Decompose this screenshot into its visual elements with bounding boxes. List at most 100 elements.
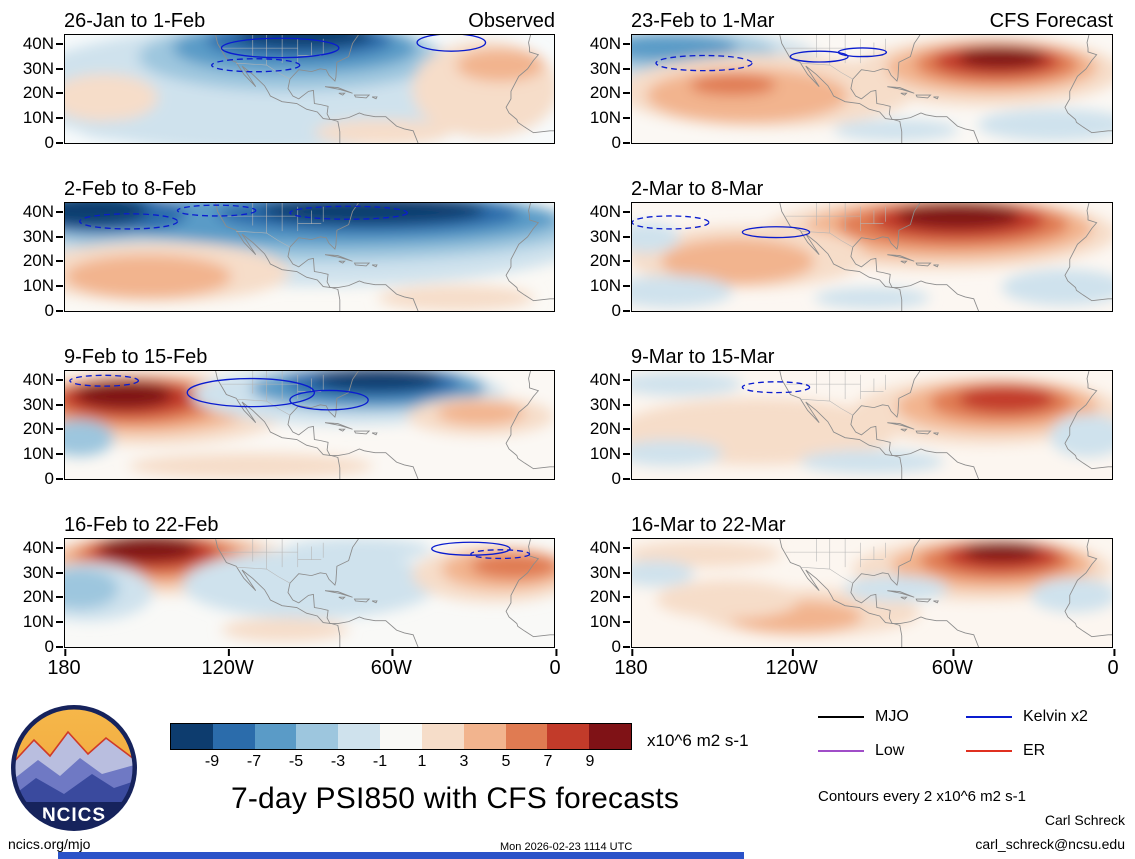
colorbar-cell [254,724,297,749]
colorbar-cell [505,724,548,749]
column-header: Observed [468,10,555,32]
logo-red-ridge [14,730,134,767]
legend-item-er: ER [966,742,1123,760]
y-tick-label: 0 [44,300,64,320]
y-axis-labels: 40N 30N 20N 10N 0 [569,369,631,488]
x-tick-label: 60W [931,649,973,679]
legend-label: Kelvin x2 [1023,708,1088,725]
x-tick-label: 180 [614,649,648,679]
y-tick-label: 0 [44,636,64,656]
colorbar-cell [547,724,590,749]
y-tick-label: 0 [611,468,631,488]
colorbar-units: x10^6 m2 s-1 [647,731,749,750]
y-tick-label: 40N [589,33,631,53]
colorbar-cell [421,724,464,749]
bottom-blue-bar [58,852,744,859]
map-panel: 16-Mar to 22-Mar 40N 30N 20N 10N 0 [569,512,1113,656]
anomaly-map [632,203,1112,311]
colorbar-tick-label: -5 [288,753,304,770]
x-tick-label: 120W [765,649,818,679]
panel-header: 2-Mar to 8-Mar [631,176,1113,202]
y-tick-label: 40N [22,201,64,221]
er-line [966,750,1012,752]
y-tick-label: 20N [589,251,631,271]
colorbar-cell [171,724,213,749]
y-tick-label: 30N [22,226,64,246]
colorbar-tick-label: -9 [204,753,220,770]
y-tick-label: 0 [44,468,64,488]
y-tick-label: 10N [589,108,631,128]
panel-title: 2-Mar to 8-Mar [631,178,764,200]
panel-body: 40N 30N 20N 10N 0 [569,537,1113,656]
y-axis-labels: 40N 30N 20N 10N 0 [2,34,64,152]
x-axis-forecast: 180 120W 60W 0 [569,649,1119,681]
panel-body: 40N 30N 20N 10N 0 [2,201,555,320]
y-tick-label: 10N [589,612,631,632]
map-area [631,538,1113,648]
panels-grid: 26-Jan to 1-Feb Observed 40N 30N 20N 10N 0 23-F… [2,8,1113,656]
panel-body: 40N 30N 20N 10N 0 [2,34,555,152]
contour-legend: MJO Kelvin x2 Low ER [818,708,1123,760]
x-tick-label: 0 [549,649,561,679]
x-axis-observed: 180 120W 60W 0 [2,649,561,681]
y-tick-label: 40N [22,369,64,389]
y-axis-labels: 40N 30N 20N 10N 0 [2,201,64,320]
panel-header: 2-Feb to 8-Feb [64,176,555,202]
y-tick-label: 40N [589,201,631,221]
map-panel: 16-Feb to 22-Feb 40N 30N 20N 10N 0 [2,512,555,656]
anomaly-map [65,539,554,647]
y-tick-label: 10N [22,444,64,464]
colorbar-labels: -9 -7 -5 -3 -1 1 3 5 7 9 [170,753,632,773]
column-header: CFS Forecast [989,10,1113,32]
y-tick-label: 10N [22,276,64,296]
y-tick-label: 40N [589,369,631,389]
x-tick-label: 120W [201,649,254,679]
x-tick-label: 180 [47,649,81,679]
panel-title: 9-Mar to 15-Mar [631,346,775,368]
y-tick-label: 40N [22,537,64,557]
timestamp: Mon 2026-02-23 1114 UTC [500,841,633,853]
panel-header: 26-Jan to 1-Feb Observed [64,8,555,34]
anomaly-map [632,539,1112,647]
y-tick-label: 0 [44,132,64,152]
panel-header: 9-Feb to 15-Feb [64,344,555,370]
map-area [64,202,555,312]
panel-title: 2-Feb to 8-Feb [64,178,197,200]
colorbar-tick-label: 7 [543,753,553,770]
author-credit: Carl Schreck [1044,812,1125,828]
website-link: ncics.org/mjo [8,836,91,852]
y-axis-labels: 40N 30N 20N 10N 0 [569,201,631,320]
y-tick-label: 10N [589,276,631,296]
panel-header: 16-Feb to 22-Feb [64,512,555,538]
panel-header: 23-Feb to 1-Mar CFS Forecast [631,8,1113,34]
legend-item-low: Low [818,742,966,760]
x-tick-label: 0 [1107,649,1119,679]
panel-header: 16-Mar to 22-Mar [631,512,1113,538]
legend-item-kelvin-x2: Kelvin x2 [966,708,1123,726]
map-panel: 2-Mar to 8-Mar 40N 30N 20N 10N 0 [569,176,1113,344]
anomaly-map [65,203,554,311]
y-tick-label: 20N [589,83,631,103]
y-tick-label: 10N [22,612,64,632]
colorbar-cell [589,724,631,749]
anomaly-map [632,35,1112,143]
y-axis-labels: 40N 30N 20N 10N 0 [569,33,631,152]
figure-title: 7-day PSI850 with CFS forecasts [230,782,680,815]
x-tick-label: 60W [370,649,412,679]
map-area [631,370,1113,480]
y-tick-label: 0 [611,636,631,656]
y-tick-label: 30N [589,226,631,246]
panel-title: 23-Feb to 1-Mar [631,10,775,32]
logo-inner-ring [12,706,136,830]
panel-header: 9-Mar to 15-Mar [631,344,1113,370]
y-tick-label: 40N [589,537,631,557]
y-tick-label: 30N [589,562,631,582]
colorbar-cell [338,724,381,749]
y-axis-labels: 40N 30N 20N 10N 0 [569,537,631,656]
colorbar-cell [212,724,255,749]
legend-label: Low [875,742,905,759]
y-tick-label: 20N [589,419,631,439]
map-panel: 2-Feb to 8-Feb 40N 30N 20N 10N 0 [2,176,555,344]
y-axis-labels: 40N 30N 20N 10N 0 [2,537,64,656]
